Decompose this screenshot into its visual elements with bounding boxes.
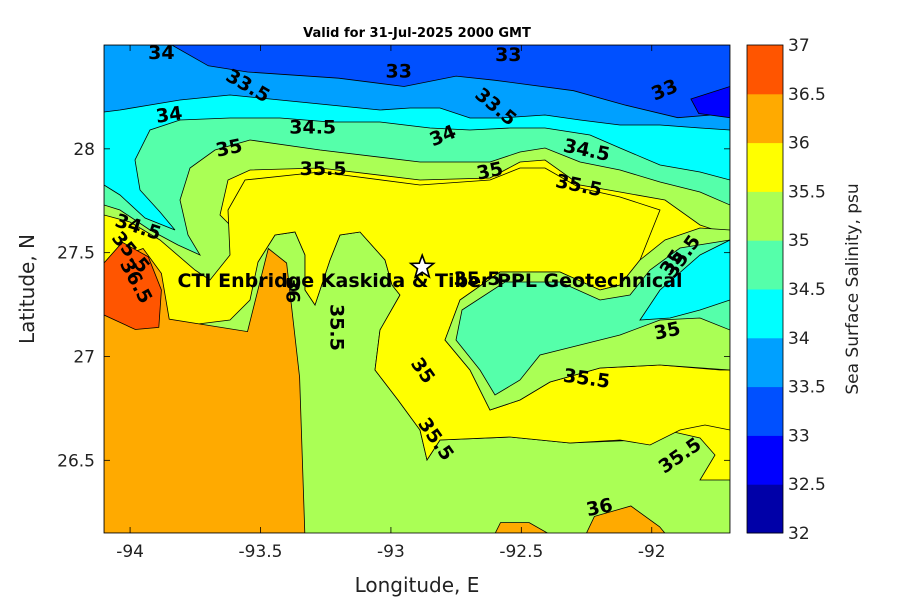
contour-region: [690, 86, 730, 119]
x-tick-label: -92.5: [499, 542, 543, 562]
contour-label: 35: [214, 135, 244, 162]
contour-region: [170, 45, 730, 119]
contour-label: 33: [495, 44, 521, 66]
colorbar-segment: [747, 93, 783, 144]
y-tick-label: 28: [73, 140, 95, 160]
site-annotation: CTI Enbridge Kaskida & Tiber PPL Geotech…: [178, 270, 683, 292]
colorbar-tick-label: 32.5: [788, 475, 826, 495]
colorbar-segment: [747, 337, 783, 388]
x-tick-label: -93.5: [239, 542, 283, 562]
contour-regions: [104, 45, 730, 533]
contour-label: 36: [584, 494, 614, 521]
x-axis-label: Longitude, E: [355, 573, 480, 597]
colorbar-segment: [747, 386, 783, 436]
colorbar-tick-label: 33.5: [788, 378, 826, 398]
site-star-marker: [408, 252, 436, 279]
contour-label: 35.5: [326, 304, 348, 351]
colorbar-segment: [747, 191, 783, 241]
y-axis-label: Latitude, N: [15, 234, 39, 344]
colorbar-tick-label: 34.5: [788, 280, 826, 300]
colorbar: 32 32.5 33 33.5 34 34.5 35 35.5 36 36.5 37: [746, 36, 826, 544]
contour-fill-34-east: [639, 239, 730, 321]
contour-label: 33: [385, 61, 411, 83]
contour-label: 34: [148, 42, 174, 64]
y-tick-label: 27.5: [57, 244, 95, 264]
x-tick-label: -94: [116, 542, 144, 562]
contour-fill-34-5-east: [455, 239, 730, 396]
colorbar-segment: [747, 289, 783, 339]
contour-label: 35.5: [300, 158, 347, 180]
contour-label: 34: [155, 102, 184, 127]
colorbar-segment: [747, 240, 783, 290]
y-tick-label: 26.5: [57, 451, 95, 471]
x-tick-label: -93: [377, 542, 405, 562]
colorbar-tick-label: 33: [788, 426, 810, 446]
colorbar-frame: [746, 44, 784, 534]
colorbar-tick-label: 34: [788, 329, 810, 349]
contour-region: [586, 505, 666, 533]
contour-region: [104, 241, 162, 330]
colorbar-segment: [747, 484, 783, 534]
colorbar-tick-label: 35: [788, 231, 810, 251]
contour-label: 36: [281, 277, 303, 303]
y-axis: 26.5 27 27.5 28: [57, 140, 730, 471]
colorbar-tick-label: 37: [788, 36, 810, 56]
chart-title: Valid for 31-Jul-2025 2000 GMT: [303, 26, 531, 41]
y-tick-label: 27: [73, 347, 95, 367]
x-axis: -94 -93.5 -93 -92.5 -92: [116, 45, 666, 562]
colorbar-tick-label: 32: [788, 524, 810, 544]
colorbar-tick-label: 36: [788, 134, 810, 154]
colorbar-segment: [747, 435, 783, 485]
plot-frame: [103, 44, 731, 534]
colorbar-label: Sea Surface Salinity, psu: [843, 183, 863, 394]
contour-label: 35.5: [454, 268, 501, 290]
contour-fill-35-5-core: [104, 167, 730, 533]
colorbar-segment: [747, 142, 783, 192]
contour-label: 35: [475, 158, 505, 185]
contour-label: 34.5: [289, 117, 336, 139]
colorbar-segment: [747, 45, 783, 95]
colorbar-tick-label: 35.5: [788, 182, 826, 202]
colorbar-tick-label: 36.5: [788, 85, 826, 105]
x-tick-label: -92: [638, 542, 666, 562]
contour-label: 35: [652, 318, 682, 345]
